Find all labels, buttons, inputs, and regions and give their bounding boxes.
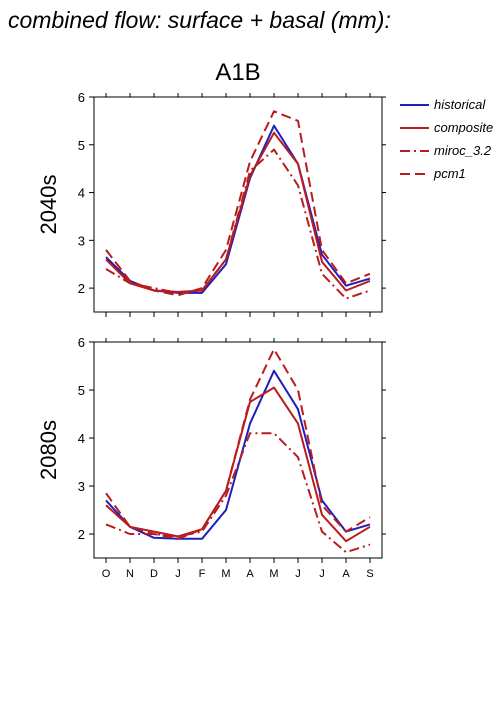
y-tick-label: 6 [78, 335, 85, 350]
x-tick-label: S [366, 568, 373, 580]
x-tick-label: M [221, 568, 230, 580]
x-tick-label: M [269, 568, 278, 580]
panel-2080s: 2 3 4 5 6 O N D J F M A M J J A S 2080s [36, 335, 386, 580]
x-tick-label: J [319, 568, 325, 580]
series-line-miroc-3-2 [105, 148, 371, 300]
x-tick-label: D [150, 568, 158, 580]
y-tick-label: 4 [78, 431, 85, 446]
plot-frame [93, 96, 383, 313]
series-line-miroc-3-2 [105, 432, 371, 554]
x-tick-label: N [126, 568, 134, 580]
panel-2040s: 2 3 4 5 6 2040s [36, 90, 386, 317]
x-tick-label: J [175, 568, 181, 580]
x-tick-label: A [246, 568, 254, 580]
y-tick-label: 2 [78, 527, 85, 542]
series-line-historical [105, 369, 371, 540]
x-tick-label: A [342, 568, 350, 580]
x-tick-label: F [199, 568, 206, 580]
x-tick-label: J [295, 568, 301, 580]
legend-label-miroc-3-2: miroc_3.2 [434, 143, 492, 158]
scenario-label: A1B [215, 59, 260, 86]
figure-title: combined flow: surface + basal (mm): [8, 7, 391, 33]
y-tick-label: 6 [78, 90, 85, 105]
series-line-composite [105, 386, 371, 543]
y-tick-label: 5 [78, 383, 85, 398]
series-line-pcm1 [105, 110, 371, 297]
series-line-pcm1 [105, 348, 371, 540]
panel-label: 2040s [36, 175, 61, 235]
legend-label-pcm1: pcm1 [433, 166, 466, 181]
y-tick-label: 2 [78, 281, 85, 296]
legend: historical composite miroc_3.2 pcm1 [400, 97, 493, 181]
x-tick-label: O [102, 568, 111, 580]
plot-frame [93, 341, 383, 559]
chart-panels: 2 3 4 5 6 2040s 2 3 4 5 6 O N D J F M A M J J A S 2080s [36, 90, 386, 580]
legend-label-historical: historical [434, 97, 486, 112]
y-tick-label: 4 [78, 186, 85, 201]
y-tick-label: 3 [78, 233, 85, 248]
legend-label-composite: composite [434, 120, 493, 135]
panel-label: 2080s [36, 420, 61, 480]
y-tick-label: 3 [78, 479, 85, 494]
y-tick-label: 5 [78, 138, 85, 153]
